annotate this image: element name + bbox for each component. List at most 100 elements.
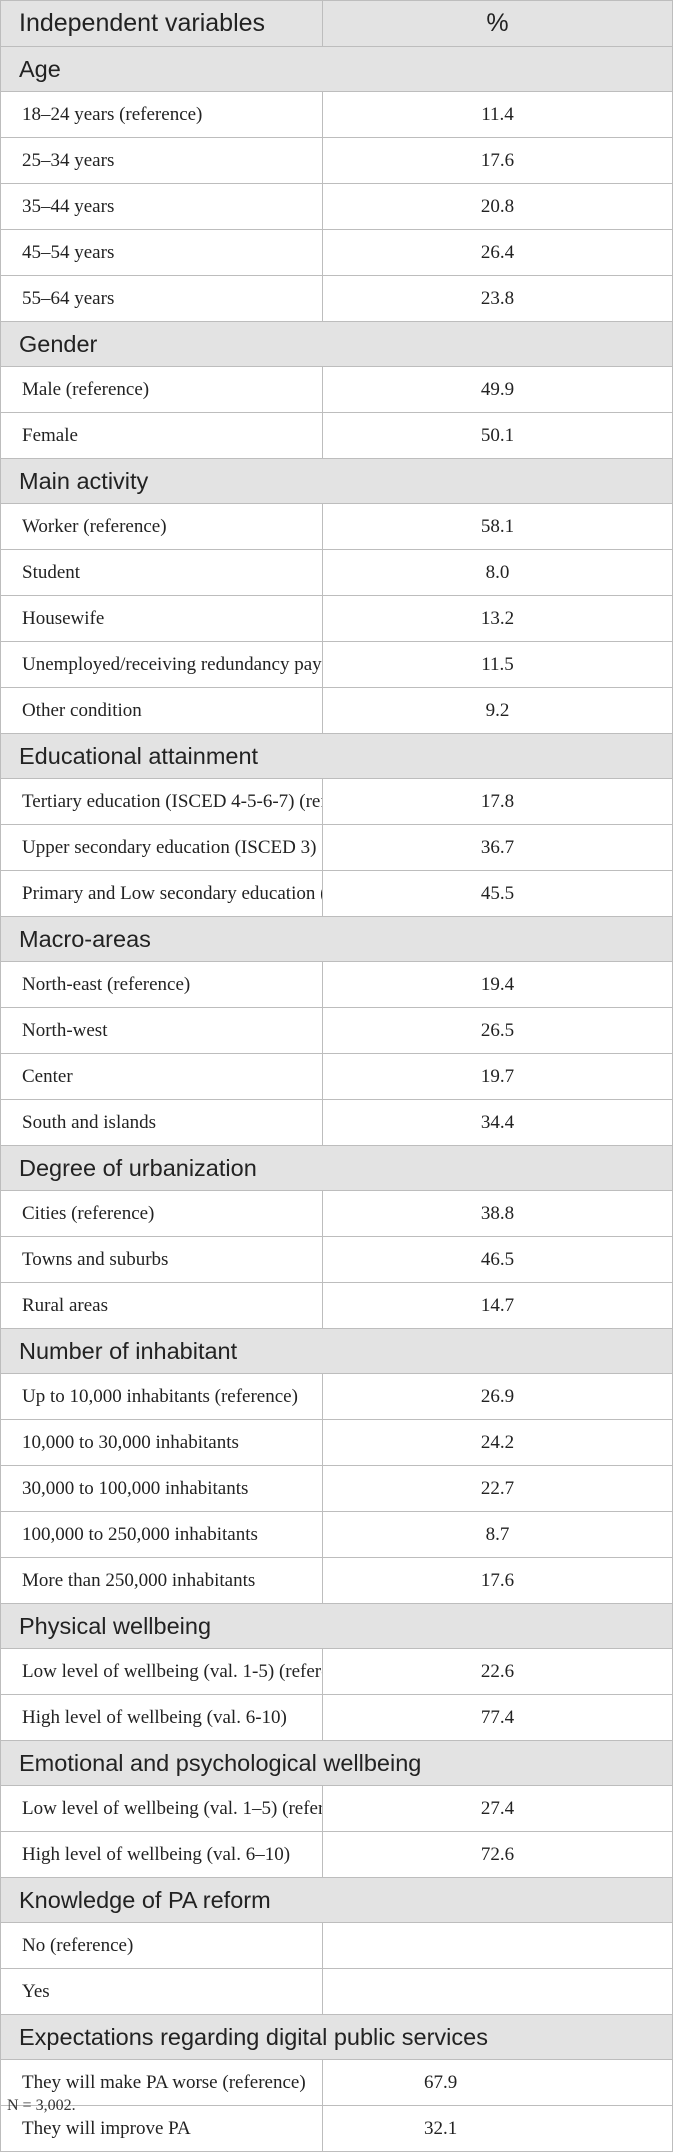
row-label: 25–34 years	[0, 137, 323, 184]
table-row: High level of wellbeing (val. 6–10) 72.6	[0, 1831, 673, 1878]
table-row: South and islands 34.4	[0, 1099, 673, 1146]
row-percent-value: 32.1	[322, 2105, 673, 2152]
row-percent-value: 13.2	[322, 595, 673, 642]
row-percent-value: 72.6	[322, 1831, 673, 1878]
table-row: Tertiary education (ISCED 4-5-6-7) (refe…	[0, 778, 673, 825]
table-row: 55–64 years 23.8	[0, 275, 673, 322]
table-row: Unemployed/receiving redundancy pay 11.5	[0, 641, 673, 688]
row-label: North-west	[0, 1007, 323, 1054]
row-label: Low level of wellbeing (val. 1-5) (refer…	[0, 1648, 323, 1695]
table-row: Towns and suburbs 46.5	[0, 1236, 673, 1283]
row-percent-value: 9.2	[322, 687, 673, 734]
row-label: 55–64 years	[0, 275, 323, 322]
row-label: Other condition	[0, 687, 323, 734]
row-label: South and islands	[0, 1099, 323, 1146]
row-percent-value: 20.8	[322, 183, 673, 230]
row-percent-value: 38.8	[322, 1190, 673, 1237]
table-row: 10,000 to 30,000 inhabitants 24.2	[0, 1419, 673, 1466]
header-percent: %	[322, 0, 673, 47]
row-percent-value: 17.8	[322, 778, 673, 825]
table-row: Upper secondary education (ISCED 3) 36.7	[0, 824, 673, 871]
table-row: Up to 10,000 inhabitants (reference) 26.9	[0, 1373, 673, 1420]
row-label: Rural areas	[0, 1282, 323, 1329]
section-title: Number of inhabitant	[0, 1328, 673, 1374]
table-row: Low level of wellbeing (val. 1–5) (refer…	[0, 1785, 673, 1832]
row-percent-value: 26.4	[322, 229, 673, 276]
table-row: They will make PA worse (reference) 67.9	[0, 2059, 673, 2106]
row-label: Center	[0, 1053, 323, 1100]
section-title: Educational attainment	[0, 733, 673, 779]
row-label: No (reference)	[0, 1922, 323, 1969]
table-row: North-west 26.5	[0, 1007, 673, 1054]
section-header-row: Expectations regarding digital public se…	[0, 2014, 673, 2060]
row-percent-value: 27.4	[322, 1785, 673, 1832]
row-label: 35–44 years	[0, 183, 323, 230]
table-header-row: Independent variables %	[0, 0, 673, 47]
row-percent-value: 24.2	[322, 1419, 673, 1466]
row-label: Low level of wellbeing (val. 1–5) (refer…	[0, 1785, 323, 1832]
row-percent-value: 11.4	[322, 91, 673, 138]
table-row: Cities (reference) 38.8	[0, 1190, 673, 1237]
row-percent-value: 19.4	[322, 961, 673, 1008]
header-label: Independent variables	[0, 0, 323, 47]
row-label: Housewife	[0, 595, 323, 642]
row-percent-value: 8.0	[322, 549, 673, 596]
table-row: 30,000 to 100,000 inhabitants 22.7	[0, 1465, 673, 1512]
row-label: Student	[0, 549, 323, 596]
row-percent-value: 23.8	[322, 275, 673, 322]
table-row: Center 19.7	[0, 1053, 673, 1100]
row-label: More than 250,000 inhabitants	[0, 1557, 323, 1604]
section-header-row: Age	[0, 46, 673, 92]
row-label: Tertiary education (ISCED 4-5-6-7) (refe…	[0, 778, 323, 825]
row-label: Cities (reference)	[0, 1190, 323, 1237]
row-percent-value: 14.7	[322, 1282, 673, 1329]
row-label: Primary and Low secondary education (ISC…	[0, 870, 323, 917]
section-header-row: Emotional and psychological wellbeing	[0, 1740, 673, 1786]
row-percent-value: 22.6	[322, 1648, 673, 1695]
table-row: 45–54 years 26.4	[0, 229, 673, 276]
row-percent-value: 26.5	[322, 1007, 673, 1054]
footnote: N = 3,002.	[7, 2097, 76, 2114]
section-header-row: Educational attainment	[0, 733, 673, 779]
table-row: Worker (reference) 58.1	[0, 503, 673, 550]
table-row: More than 250,000 inhabitants 17.6	[0, 1557, 673, 1604]
table-row: 35–44 years 20.8	[0, 183, 673, 230]
section-title: Degree of urbanization	[0, 1145, 673, 1191]
section-title: Macro-areas	[0, 916, 673, 962]
row-percent-value: 36.7	[322, 824, 673, 871]
table-row: 18–24 years (reference) 11.4	[0, 91, 673, 138]
section-title: Expectations regarding digital public se…	[0, 2014, 673, 2060]
row-percent-value: 50.1	[322, 412, 673, 459]
row-percent-value: 17.6	[322, 137, 673, 184]
row-label: 10,000 to 30,000 inhabitants	[0, 1419, 323, 1466]
table-row: 25–34 years 17.6	[0, 137, 673, 184]
table-row: Primary and Low secondary education (ISC…	[0, 870, 673, 917]
row-label: High level of wellbeing (val. 6–10)	[0, 1831, 323, 1878]
row-label: 100,000 to 250,000 inhabitants	[0, 1511, 323, 1558]
section-header-row: Knowledge of PA reform	[0, 1877, 673, 1923]
row-label: They will make PA worse (reference)	[0, 2059, 323, 2106]
row-percent-value: 58.1	[322, 503, 673, 550]
table-row: Low level of wellbeing (val. 1-5) (refer…	[0, 1648, 673, 1695]
table-row: North-east (reference) 19.4	[0, 961, 673, 1008]
row-percent-value: 8.7	[322, 1511, 673, 1558]
row-label: Towns and suburbs	[0, 1236, 323, 1283]
row-label: Yes	[0, 1968, 323, 2015]
table-row: Other condition 9.2	[0, 687, 673, 734]
row-label: Unemployed/receiving redundancy pay	[0, 641, 323, 688]
table-row: Female 50.1	[0, 412, 673, 459]
row-percent-value: 11.5	[322, 641, 673, 688]
section-title: Gender	[0, 321, 673, 367]
section-header-row: Degree of urbanization	[0, 1145, 673, 1191]
row-percent-value: 46.5	[322, 1236, 673, 1283]
row-label: Up to 10,000 inhabitants (reference)	[0, 1373, 323, 1420]
table-row: They will improve PA 32.1	[0, 2105, 673, 2152]
row-percent-value: 77.4	[322, 1694, 673, 1741]
row-label: Female	[0, 412, 323, 459]
row-label: Male (reference)	[0, 366, 323, 413]
section-header-row: Gender	[0, 321, 673, 367]
table-row: High level of wellbeing (val. 6-10) 77.4	[0, 1694, 673, 1741]
row-percent-value	[322, 1922, 673, 1969]
section-header-row: Macro-areas	[0, 916, 673, 962]
section-title: Physical wellbeing	[0, 1603, 673, 1649]
